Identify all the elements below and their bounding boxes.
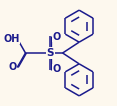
Text: S: S [46,48,54,58]
Text: O: O [8,62,16,72]
Text: O: O [52,64,60,74]
Text: OH: OH [3,34,20,44]
Text: O: O [52,32,60,42]
